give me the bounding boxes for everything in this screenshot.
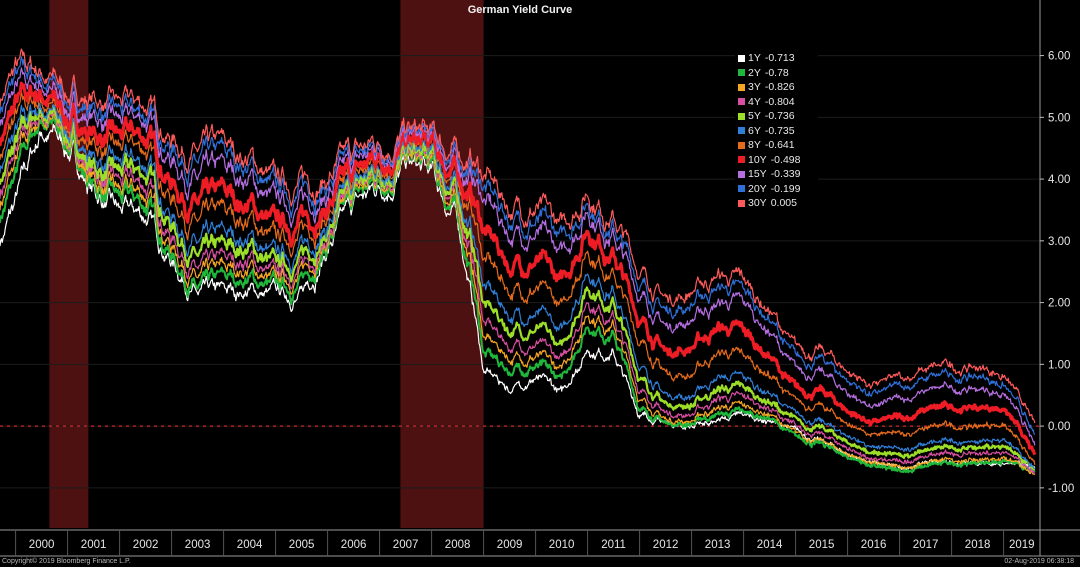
x-tick-label: 2014 — [757, 539, 783, 551]
timestamp-text: 02-Aug-2019 06:38:18 — [1004, 558, 1074, 565]
x-tick-label: 2010 — [549, 539, 575, 551]
legend-item-2y: 2Y -0.78 — [738, 66, 816, 81]
y-tick-label: 3.00 — [1048, 236, 1070, 248]
legend-swatch — [738, 112, 745, 120]
legend-swatch — [738, 98, 745, 106]
y-tick-label: 6.00 — [1048, 51, 1070, 63]
series-line-15y — [0, 67, 1036, 446]
legend-swatch — [738, 69, 745, 77]
legend-value: -0.804 — [764, 95, 795, 108]
legend-label: 30Y — [748, 197, 767, 210]
series-line-5y — [0, 104, 1036, 471]
legend-label: 5Y — [748, 110, 761, 123]
series-line-4y — [0, 108, 1036, 475]
x-tick-label: 2016 — [861, 539, 887, 551]
legend-swatch — [738, 127, 745, 135]
x-tick-label: 2001 — [81, 539, 107, 551]
legend-item-10y: 10Y -0.498 — [738, 153, 816, 168]
legend-item-6y: 6Y -0.735 — [738, 124, 816, 139]
legend-label: 3Y — [748, 81, 761, 94]
x-tick-label: 2019 — [1009, 539, 1035, 551]
series-line-2y — [0, 114, 1036, 474]
series-line-8y — [0, 91, 1036, 465]
x-tick-label: 2007 — [393, 539, 419, 551]
x-tick-label: 2009 — [497, 539, 523, 551]
legend-value: -0.339 — [770, 168, 801, 181]
legend-label: 15Y — [748, 168, 767, 181]
y-tick-label: 5.00 — [1048, 112, 1070, 124]
legend-value: -0.735 — [764, 124, 795, 137]
legend-item-8y: 8Y -0.641 — [738, 138, 816, 153]
x-tick-label: 2005 — [289, 539, 315, 551]
x-tick-label: 2000 — [29, 539, 55, 551]
legend-item-5y: 5Y -0.736 — [738, 109, 816, 124]
legend-value: 0.005 — [770, 197, 797, 210]
legend-swatch — [738, 199, 745, 207]
legend-label: 1Y — [748, 52, 761, 65]
legend-label: 10Y — [748, 153, 767, 166]
legend-value: -0.736 — [764, 110, 795, 123]
y-tick-label: 4.00 — [1048, 174, 1070, 186]
legend-value: -0.78 — [764, 66, 789, 79]
x-tick-label: 2012 — [653, 539, 679, 551]
legend-value: -0.641 — [764, 139, 795, 152]
legend-swatch — [738, 185, 745, 193]
legend-label: 4Y — [748, 95, 761, 108]
x-tick-label: 2013 — [705, 539, 731, 551]
legend-value: -0.498 — [770, 153, 801, 166]
legend-item-3y: 3Y -0.826 — [738, 80, 816, 95]
legend: 1Y -0.713 2Y -0.78 3Y -0.826 4Y -0.804 5Y -0.736 6… — [735, 49, 818, 213]
y-tick-label: 1.00 — [1048, 359, 1070, 371]
chart-title: German Yield Curve — [467, 4, 573, 16]
series-line-30y — [0, 48, 1036, 424]
x-axis-ticks: 2000 2001 2002 2003 2004 2005 2006 2007 2008 2009… — [15, 530, 1035, 556]
x-tick-label: 2018 — [965, 539, 991, 551]
series-line-10y — [0, 81, 1037, 456]
legend-item-20y: 20Y -0.199 — [738, 182, 816, 197]
x-tick-label: 2006 — [341, 539, 367, 551]
series-lines — [0, 48, 1037, 476]
y-axis-ticks: 6.00 5.00 4.00 3.00 2.00 1.00 0.00 -1.00 — [1040, 51, 1074, 495]
legend-value: -0.199 — [770, 182, 801, 195]
x-tick-label: 2015 — [809, 539, 835, 551]
x-tick-label: 2008 — [445, 539, 471, 551]
legend-swatch — [738, 54, 745, 62]
legend-swatch — [738, 141, 745, 149]
legend-item-15y: 15Y -0.339 — [738, 167, 816, 182]
series-line-20y — [0, 56, 1036, 436]
legend-value: -0.826 — [764, 81, 795, 94]
y-tick-label: 0.00 — [1048, 421, 1070, 433]
x-tick-label: 2017 — [913, 539, 939, 551]
legend-item-4y: 4Y -0.804 — [738, 95, 816, 110]
copyright-text: Copyright© 2019 Bloomberg Finance L.P. — [2, 558, 131, 565]
y-tick-label: -1.00 — [1048, 483, 1074, 495]
legend-label: 2Y — [748, 66, 761, 79]
series-line-3y — [0, 112, 1036, 476]
legend-swatch — [738, 170, 745, 178]
legend-swatch — [738, 83, 745, 91]
series-line-6y — [0, 102, 1036, 470]
x-tick-label: 2011 — [601, 539, 626, 551]
legend-swatch — [738, 156, 745, 164]
legend-label: 6Y — [748, 124, 761, 137]
x-tick-label: 2002 — [133, 539, 159, 551]
x-tick-label: 2004 — [237, 539, 263, 551]
x-tick-label: 2003 — [185, 539, 211, 551]
legend-item-1y: 1Y -0.713 — [738, 51, 816, 66]
legend-item-30y: 30Y 0.005 — [738, 196, 816, 211]
legend-label: 8Y — [748, 139, 761, 152]
legend-value: -0.713 — [764, 52, 795, 65]
y-tick-label: 2.00 — [1048, 298, 1070, 310]
legend-label: 20Y — [748, 182, 767, 195]
